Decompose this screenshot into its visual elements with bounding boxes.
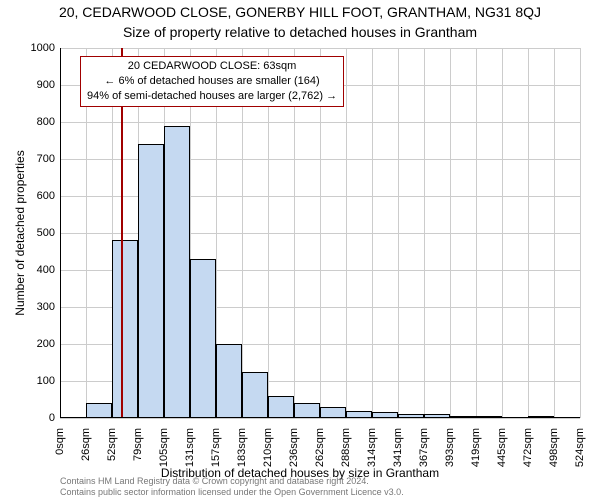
histogram-bar	[216, 344, 242, 418]
info-box-line3: 94% of semi-detached houses are larger (…	[87, 89, 337, 104]
y-tick-label: 600	[15, 190, 55, 202]
y-tick-label: 900	[15, 79, 55, 91]
x-tick-label: 183sqm	[236, 428, 248, 476]
y-tick-label: 200	[15, 338, 55, 350]
y-tick-label: 100	[15, 375, 55, 387]
x-tick-label: 210sqm	[262, 428, 274, 476]
info-box: 20 CEDARWOOD CLOSE: 63sqm← 6% of detache…	[80, 56, 344, 107]
footer-line1: Contains HM Land Registry data © Crown c…	[60, 476, 404, 487]
x-tick-label: 393sqm	[444, 428, 456, 476]
y-tick-label: 500	[15, 227, 55, 239]
histogram-bar	[190, 259, 216, 418]
y-axis-line	[60, 48, 61, 418]
x-tick-label: 288sqm	[340, 428, 352, 476]
x-tick-label: 472sqm	[522, 428, 534, 476]
vgrid	[554, 48, 555, 418]
info-box-line1: 20 CEDARWOOD CLOSE: 63sqm	[87, 59, 337, 74]
x-tick-label: 79sqm	[132, 428, 144, 476]
footer-attribution: Contains HM Land Registry data © Crown c…	[60, 476, 404, 498]
x-tick-label: 341sqm	[392, 428, 404, 476]
y-tick-label: 300	[15, 301, 55, 313]
y-tick-label: 0	[15, 412, 55, 424]
vgrid	[450, 48, 451, 418]
x-tick-label: 26sqm	[80, 428, 92, 476]
page-title-line1: 20, CEDARWOOD CLOSE, GONERBY HILL FOOT, …	[0, 4, 600, 20]
histogram-bar	[242, 372, 268, 418]
y-tick-label: 400	[15, 264, 55, 276]
histogram-bar	[112, 240, 138, 418]
vgrid	[424, 48, 425, 418]
x-tick-label: 445sqm	[496, 428, 508, 476]
x-tick-label: 367sqm	[418, 428, 430, 476]
info-box-line2: ← 6% of detached houses are smaller (164…	[87, 74, 337, 89]
y-tick-label: 800	[15, 116, 55, 128]
x-tick-label: 52sqm	[106, 428, 118, 476]
x-tick-label: 157sqm	[210, 428, 222, 476]
vgrid	[476, 48, 477, 418]
x-tick-label: 131sqm	[184, 428, 196, 476]
x-tick-label: 419sqm	[470, 428, 482, 476]
x-tick-label: 314sqm	[366, 428, 378, 476]
vgrid	[502, 48, 503, 418]
x-axis-line	[60, 417, 580, 418]
y-tick-label: 1000	[15, 42, 55, 54]
histogram-bar	[268, 396, 294, 418]
y-tick-label: 700	[15, 153, 55, 165]
vgrid	[398, 48, 399, 418]
vgrid	[580, 48, 581, 418]
vgrid	[372, 48, 373, 418]
gridline	[60, 418, 580, 419]
histogram-bar	[294, 403, 320, 418]
vgrid	[346, 48, 347, 418]
x-tick-label: 524sqm	[574, 428, 586, 476]
vgrid	[528, 48, 529, 418]
x-tick-label: 498sqm	[548, 428, 560, 476]
x-tick-label: 0sqm	[54, 428, 66, 476]
x-tick-label: 105sqm	[158, 428, 170, 476]
footer-line2: Contains public sector information licen…	[60, 487, 404, 498]
histogram-bar	[138, 144, 164, 418]
histogram-bar	[164, 126, 190, 418]
x-tick-label: 262sqm	[314, 428, 326, 476]
x-tick-label: 236sqm	[288, 428, 300, 476]
page-title-line2: Size of property relative to detached ho…	[0, 24, 600, 40]
histogram-bar	[86, 403, 112, 418]
